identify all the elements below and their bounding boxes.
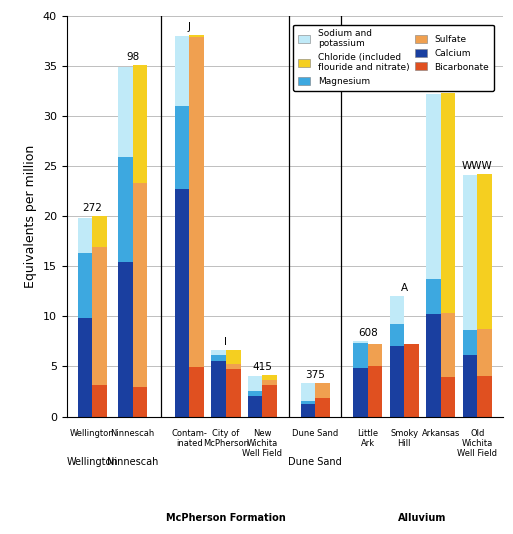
Bar: [441, 378, 456, 417]
Y-axis label: Equivalents per million: Equivalents per million: [24, 145, 37, 288]
Text: Alluvium: Alluvium: [398, 513, 447, 523]
Bar: [211, 362, 226, 417]
Text: A: A: [401, 284, 408, 293]
Text: 98: 98: [126, 52, 140, 62]
Bar: [426, 94, 441, 279]
Bar: [189, 37, 204, 367]
Text: Arkansas: Arkansas: [422, 428, 460, 437]
Bar: [353, 343, 368, 368]
Bar: [175, 106, 189, 189]
Bar: [301, 404, 315, 417]
Bar: [315, 383, 330, 398]
Text: 375: 375: [305, 371, 325, 380]
Bar: [426, 315, 441, 417]
Bar: [118, 262, 133, 417]
Bar: [463, 175, 477, 331]
Bar: [77, 218, 92, 253]
Text: I: I: [225, 337, 227, 348]
Bar: [263, 380, 277, 386]
Text: Little
Ark: Little Ark: [357, 428, 379, 448]
Text: Dune Sand: Dune Sand: [288, 457, 342, 467]
Bar: [211, 350, 226, 356]
Text: Contam-
inated: Contam- inated: [171, 428, 207, 448]
Bar: [315, 398, 330, 417]
Bar: [426, 279, 441, 315]
Bar: [248, 376, 263, 391]
Text: 415: 415: [252, 363, 272, 373]
Bar: [226, 370, 241, 417]
Bar: [477, 174, 492, 329]
Bar: [118, 67, 133, 157]
Bar: [353, 341, 368, 343]
Bar: [226, 364, 241, 370]
Bar: [92, 216, 107, 247]
Bar: [477, 329, 492, 376]
Text: WWW: WWW: [462, 161, 492, 171]
Bar: [189, 367, 204, 417]
Bar: [133, 388, 147, 417]
Bar: [390, 324, 404, 347]
Bar: [189, 35, 204, 37]
Bar: [77, 318, 92, 417]
Text: Old
Wichita
Well Field: Old Wichita Well Field: [457, 428, 497, 458]
Text: Smoky
Hill: Smoky Hill: [390, 428, 418, 448]
Text: Ninnescah: Ninnescah: [107, 457, 159, 467]
Text: LLL: LLL: [432, 80, 449, 90]
Bar: [118, 157, 133, 262]
Bar: [368, 344, 382, 366]
Text: Wellington: Wellington: [70, 428, 114, 437]
Bar: [248, 391, 263, 396]
Bar: [92, 386, 107, 417]
Text: 272: 272: [82, 203, 102, 213]
Bar: [441, 93, 456, 313]
Text: Dune Sand: Dune Sand: [292, 428, 338, 437]
Bar: [211, 356, 226, 362]
Text: J: J: [188, 22, 191, 32]
Bar: [263, 375, 277, 380]
Bar: [92, 247, 107, 386]
Bar: [301, 383, 315, 400]
Bar: [390, 296, 404, 324]
Bar: [390, 347, 404, 417]
Text: City of
McPherson: City of McPherson: [203, 428, 249, 448]
Legend: Sodium and
potassium, Chloride (included
flouride and nitrate), Magnesium, Sulfa: Sodium and potassium, Chloride (included…: [293, 25, 494, 91]
Bar: [368, 366, 382, 417]
Bar: [263, 386, 277, 417]
Bar: [248, 396, 263, 417]
Bar: [463, 331, 477, 356]
Bar: [133, 65, 147, 183]
Bar: [175, 189, 189, 417]
Bar: [133, 183, 147, 388]
Bar: [404, 344, 419, 417]
Bar: [301, 400, 315, 404]
Text: Ninnescah: Ninnescah: [111, 428, 155, 437]
Bar: [175, 36, 189, 106]
Bar: [463, 356, 477, 417]
Bar: [77, 253, 92, 318]
Text: McPherson Formation: McPherson Formation: [166, 513, 286, 523]
Bar: [226, 350, 241, 364]
Bar: [441, 313, 456, 378]
Text: Wellington: Wellington: [66, 457, 118, 467]
Bar: [353, 368, 368, 417]
Bar: [477, 376, 492, 417]
Text: New
Wichita
Well Field: New Wichita Well Field: [243, 428, 283, 458]
Text: 608: 608: [358, 328, 378, 339]
